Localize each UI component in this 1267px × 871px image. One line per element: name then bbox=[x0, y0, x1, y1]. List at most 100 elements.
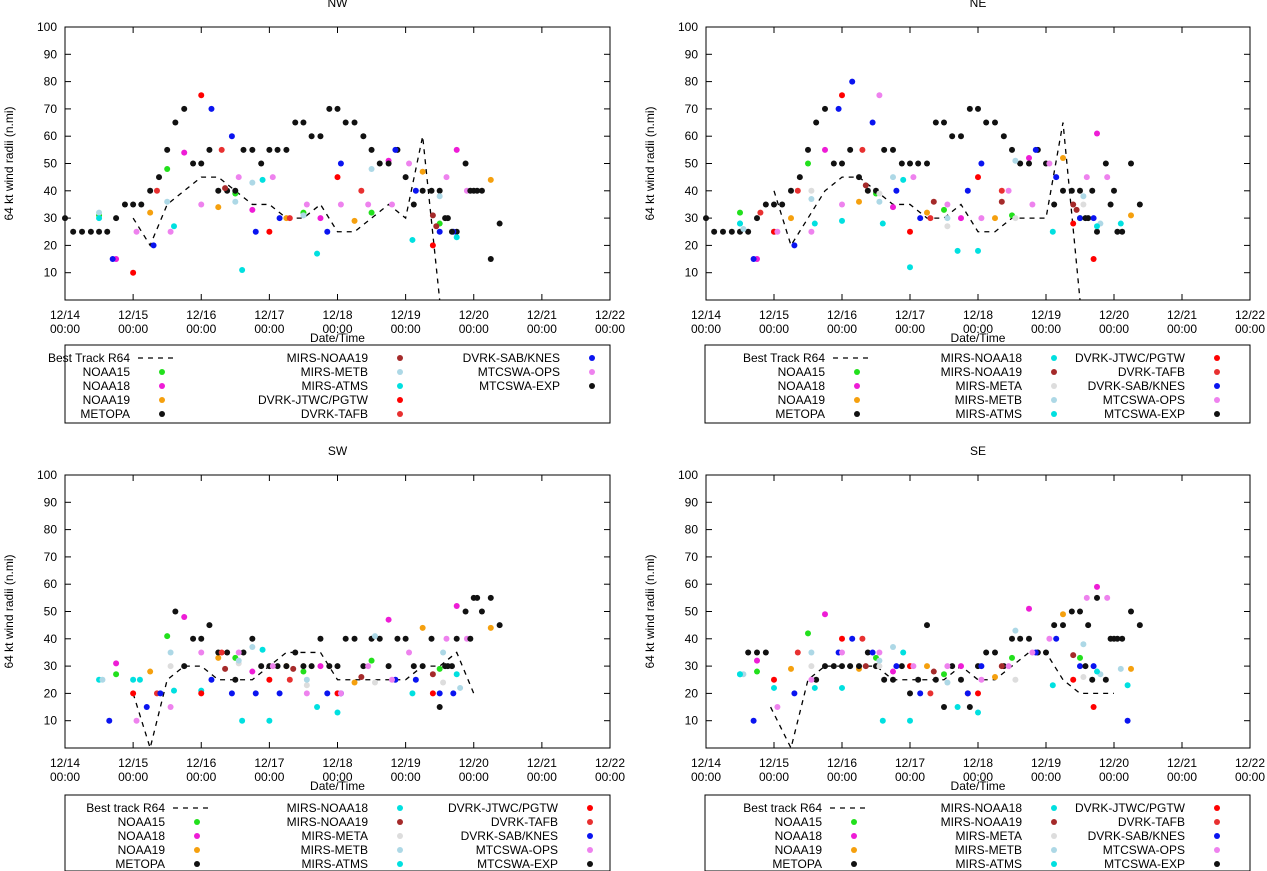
data-point bbox=[496, 622, 503, 629]
y-tick-label: 20 bbox=[685, 686, 699, 700]
chart-title: SE bbox=[970, 444, 986, 458]
data-point bbox=[222, 665, 229, 672]
data-point bbox=[771, 201, 777, 208]
legend-swatch bbox=[1214, 833, 1220, 839]
y-tick-label: 30 bbox=[685, 211, 699, 225]
legend-swatch bbox=[1051, 847, 1057, 853]
series-dvrk-tafb bbox=[153, 146, 365, 222]
series-dvrk-jtwc-pgtw bbox=[130, 676, 436, 697]
data-point bbox=[1077, 608, 1083, 615]
data-point bbox=[130, 269, 137, 276]
plot-frame bbox=[64, 26, 611, 301]
data-point bbox=[181, 613, 188, 620]
data-point bbox=[879, 220, 886, 227]
data-point bbox=[1104, 594, 1111, 601]
data-point bbox=[1005, 663, 1012, 670]
y-tick-label: 50 bbox=[44, 605, 58, 619]
data-point bbox=[975, 105, 981, 112]
x-tick-time: 00:00 bbox=[895, 770, 925, 784]
legend-swatch bbox=[159, 397, 165, 403]
data-point bbox=[360, 133, 367, 140]
data-point bbox=[879, 717, 886, 724]
legend-label: MTCSWA-OPS bbox=[476, 843, 558, 857]
data-point bbox=[314, 704, 321, 711]
data-point bbox=[232, 187, 239, 194]
x-tick-time: 00:00 bbox=[1099, 770, 1129, 784]
data-point bbox=[924, 209, 930, 216]
legend-swatch bbox=[1214, 355, 1220, 361]
data-point bbox=[805, 630, 811, 637]
data-point bbox=[1094, 228, 1100, 235]
data-point bbox=[890, 668, 896, 675]
panel-se: SE 10 20 30 40 50 60 70 80 90 100 64 kt wind radii … bbox=[643, 444, 1265, 871]
data-point bbox=[992, 649, 998, 656]
series-mtcswa-ops bbox=[133, 160, 470, 235]
data-point bbox=[822, 611, 828, 618]
legend-swatch bbox=[587, 833, 593, 839]
data-point bbox=[121, 201, 128, 208]
data-point bbox=[958, 663, 964, 670]
series-dvrk-sab-knes bbox=[109, 105, 457, 263]
data-point bbox=[1114, 228, 1121, 235]
series-dvrk-sab-knes bbox=[750, 78, 1097, 263]
legend-swatch bbox=[1214, 805, 1220, 811]
data-point bbox=[900, 176, 907, 183]
data-point bbox=[239, 717, 246, 724]
legend-swatch bbox=[397, 397, 403, 403]
data-point bbox=[847, 146, 854, 153]
data-point bbox=[198, 201, 205, 208]
data-point bbox=[429, 212, 436, 219]
y-tick-label: 30 bbox=[44, 659, 58, 673]
data-point bbox=[992, 215, 998, 222]
data-point bbox=[745, 228, 752, 235]
data-point bbox=[808, 195, 815, 202]
legend-label: DVRK-TAFB bbox=[1118, 365, 1185, 379]
data-point bbox=[365, 201, 372, 208]
data-point bbox=[164, 633, 171, 640]
x-tick-time: 00:00 bbox=[895, 322, 925, 336]
legend-swatch bbox=[159, 411, 165, 417]
y-tick-label: 10 bbox=[685, 714, 699, 728]
data-point bbox=[181, 105, 188, 112]
legend-label: METOPA bbox=[772, 857, 822, 871]
data-point bbox=[1070, 652, 1077, 659]
legend-swatch bbox=[854, 397, 860, 403]
x-tick-date: 12/16 bbox=[827, 756, 857, 770]
x-tick-date: 12/20 bbox=[1099, 308, 1129, 322]
data-point bbox=[1060, 187, 1066, 194]
legend-label: Best Track R64 bbox=[48, 351, 130, 365]
legend-label: MIRS-ATMS bbox=[302, 379, 368, 393]
x-tick-time: 00:00 bbox=[1099, 322, 1129, 336]
legend-swatch bbox=[194, 833, 200, 839]
data-point bbox=[215, 654, 222, 661]
data-point bbox=[487, 594, 494, 601]
y-tick-label: 50 bbox=[44, 157, 58, 171]
data-point bbox=[1090, 704, 1097, 711]
x-tick-time: 00:00 bbox=[186, 770, 216, 784]
data-point bbox=[737, 220, 743, 227]
data-point bbox=[376, 160, 383, 167]
data-point bbox=[440, 649, 447, 656]
legend-swatch bbox=[194, 861, 200, 867]
data-point bbox=[881, 676, 888, 683]
data-point bbox=[728, 228, 735, 235]
data-point bbox=[915, 676, 922, 683]
data-point bbox=[453, 671, 460, 678]
data-point bbox=[462, 608, 469, 615]
data-point bbox=[1083, 174, 1090, 181]
legend-label: MTCSWA-EXP bbox=[1104, 857, 1185, 871]
x-tick-date: 12/19 bbox=[391, 308, 421, 322]
y-tick-label: 10 bbox=[44, 714, 58, 728]
data-point bbox=[1082, 663, 1089, 670]
data-point bbox=[1070, 676, 1077, 683]
data-point bbox=[266, 228, 273, 235]
data-point bbox=[1124, 682, 1131, 689]
data-point bbox=[839, 92, 845, 99]
data-point bbox=[881, 146, 888, 153]
data-point bbox=[308, 133, 315, 140]
data-point bbox=[394, 635, 401, 642]
data-point bbox=[317, 133, 324, 140]
data-point bbox=[385, 663, 392, 670]
data-point bbox=[171, 687, 177, 694]
data-point bbox=[133, 717, 140, 724]
